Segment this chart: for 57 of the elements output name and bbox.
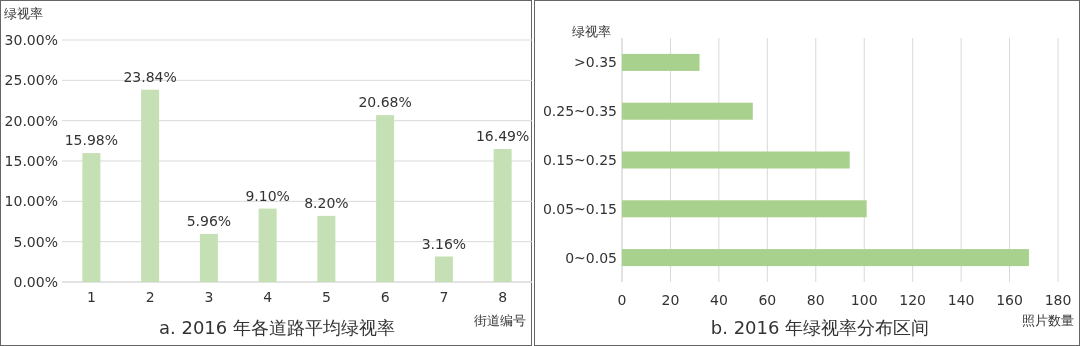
data-label: 15.98% <box>64 132 119 149</box>
data-label: 3.16% <box>421 235 467 252</box>
bar <box>622 200 867 218</box>
data-label: 9.10% <box>245 187 290 204</box>
y-tick-label: 25.00% <box>4 72 58 89</box>
bar <box>434 256 453 282</box>
bar <box>199 233 218 282</box>
y-axis-title: 绿视率 <box>572 24 611 39</box>
x-tick-label: 8 <box>498 289 508 305</box>
bar <box>622 151 850 169</box>
bar <box>622 53 700 71</box>
y-tick-label: 0.25~0.35 <box>542 103 617 120</box>
x-tick-label: 1 <box>86 289 96 305</box>
x-tick-label: 2 <box>145 289 155 305</box>
x-tick-label: 180 <box>1044 292 1072 308</box>
data-label: 23.84% <box>123 68 177 85</box>
bar <box>141 89 160 282</box>
x-axis-title: 照片数量 <box>1022 313 1074 328</box>
x-tick-label: 140 <box>947 292 975 308</box>
x-tick-label: 6 <box>380 289 390 305</box>
x-tick-label: 120 <box>899 292 927 308</box>
y-tick-label: 0~0.05 <box>565 249 617 266</box>
x-tick-label: 7 <box>439 289 449 305</box>
x-tick-label: 80 <box>806 292 825 308</box>
bar <box>317 215 336 282</box>
x-tick-label: 0 <box>617 292 627 308</box>
y-tick-label: 5.00% <box>13 233 58 250</box>
y-tick-label: 0.15~0.25 <box>542 152 617 168</box>
y-tick-label: 20.00% <box>4 112 58 129</box>
y-axis-title: 绿视率 <box>4 6 43 21</box>
y-tick-label: >0.35 <box>574 54 617 71</box>
y-tick-label: 15.00% <box>4 153 58 169</box>
x-tick-label: 5 <box>321 289 331 305</box>
text: a. 2016 年各道路平均绿视率 <box>158 317 396 338</box>
bar <box>493 148 512 282</box>
bar <box>82 153 101 282</box>
x-tick-label: 40 <box>709 292 728 308</box>
text: b. 2016 年绿视率分布区间 <box>710 317 930 338</box>
x-tick-label: 160 <box>996 292 1023 308</box>
data-label: 20.68% <box>358 94 412 111</box>
y-tick-label: 0.00% <box>13 274 58 290</box>
bar <box>258 208 277 282</box>
y-tick-label: 0.05~0.15 <box>542 200 617 217</box>
bar <box>622 249 1029 267</box>
x-tick-label: 100 <box>850 292 878 308</box>
data-label: 16.49% <box>475 127 530 144</box>
bar <box>622 102 753 120</box>
bar <box>376 115 395 282</box>
data-label: 5.96% <box>186 212 232 229</box>
x-tick-label: 3 <box>204 289 214 305</box>
y-tick-label: 10.00% <box>4 193 58 210</box>
x-tick-label: 20 <box>661 292 680 308</box>
x-tick-label: 60 <box>758 292 777 308</box>
data-label: 8.20% <box>304 194 349 211</box>
x-axis-title: 街道编号 <box>474 313 526 328</box>
x-tick-label: 4 <box>263 289 273 305</box>
y-tick-label: 30.00% <box>4 32 58 48</box>
